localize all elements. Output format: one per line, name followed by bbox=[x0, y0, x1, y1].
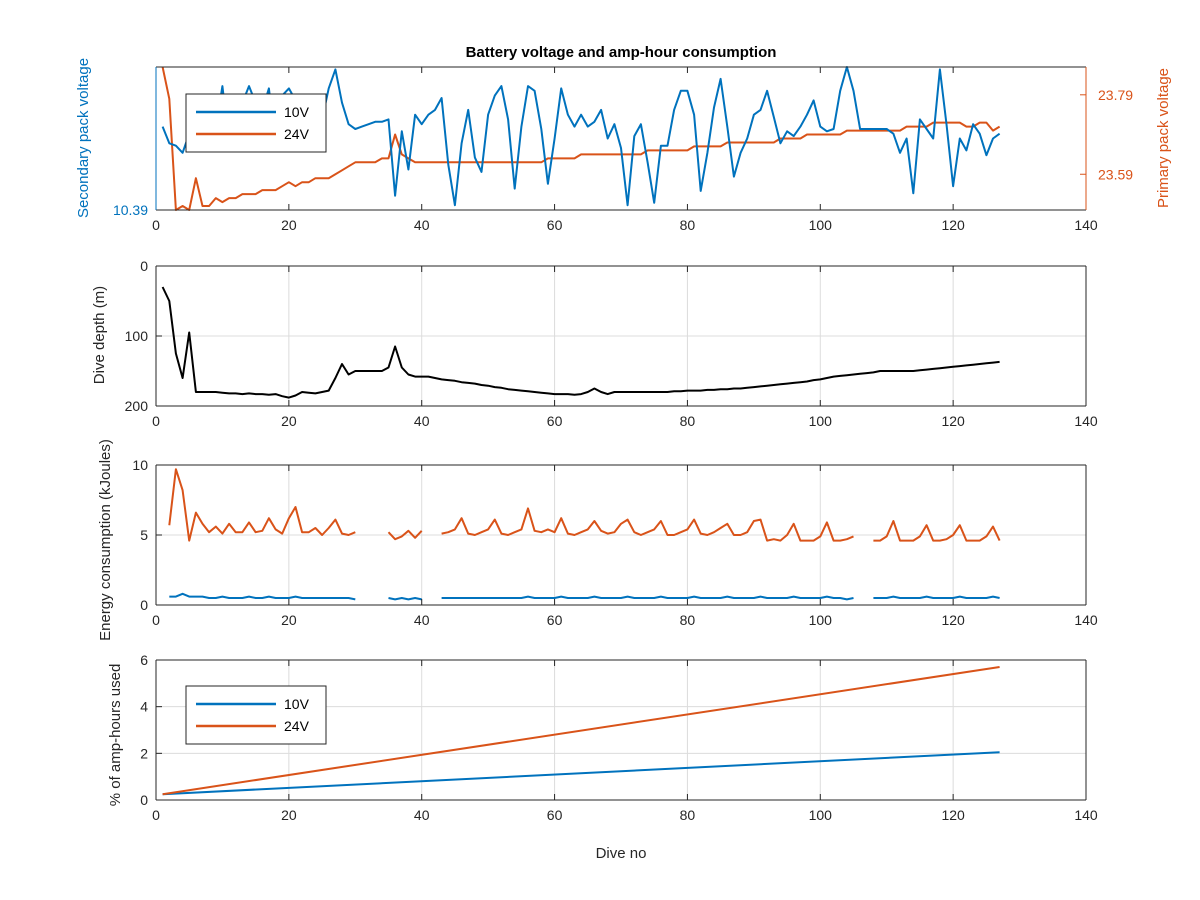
series-line-energy-24v bbox=[168, 468, 1001, 542]
legend-label: 24V bbox=[284, 718, 310, 734]
x-tick-label: 120 bbox=[941, 413, 965, 429]
legend-label: 24V bbox=[284, 126, 310, 142]
y-tick-label: 5 bbox=[140, 527, 148, 543]
legend-box bbox=[185, 685, 327, 745]
y-tick-label: 0 bbox=[140, 792, 148, 808]
x-tick-label: 40 bbox=[414, 217, 430, 233]
y-right-tick-label: 23.59 bbox=[1098, 166, 1133, 182]
x-tick-label: 80 bbox=[680, 217, 696, 233]
y-tick-label: 200 bbox=[125, 398, 149, 414]
x-tick-label: 120 bbox=[941, 612, 965, 628]
x-tick-label: 80 bbox=[680, 807, 696, 823]
y-tick-label: 0 bbox=[140, 258, 148, 274]
series-line-ah-24v bbox=[162, 666, 1000, 796]
x-tick-label: 120 bbox=[941, 217, 965, 233]
y-tick-label: 0 bbox=[140, 597, 148, 613]
y-tick-label: 100 bbox=[125, 328, 149, 344]
x-tick-label: 100 bbox=[809, 413, 833, 429]
amp-hours-used-label: % of amp-hours used bbox=[107, 664, 124, 807]
legend-label: 10V bbox=[284, 696, 310, 712]
x-tick-label: 20 bbox=[281, 612, 297, 628]
y-tick-label: 6 bbox=[140, 652, 148, 668]
x-tick-label: 40 bbox=[414, 413, 430, 429]
x-tick-label: 40 bbox=[414, 612, 430, 628]
y-tick-label: 4 bbox=[140, 699, 148, 715]
series-layer bbox=[161, 66, 1001, 796]
dive-depth-label: Dive depth (m) bbox=[91, 286, 108, 384]
series-line-depth bbox=[161, 286, 1000, 399]
x-tick-label: 60 bbox=[547, 413, 563, 429]
x-tick-label: 20 bbox=[281, 413, 297, 429]
legend-label: 10V bbox=[284, 104, 310, 120]
series-line-energy-10v bbox=[169, 592, 1000, 601]
y-tick-label: 10 bbox=[132, 457, 148, 473]
x-tick-label: 60 bbox=[547, 217, 563, 233]
x-tick-label: 0 bbox=[152, 413, 160, 429]
x-tick-label: 0 bbox=[152, 612, 160, 628]
chart-title: Battery voltage and amp-hour consumption bbox=[466, 44, 777, 61]
primary-pack-voltage-label: Primary pack voltage bbox=[1155, 68, 1172, 208]
energy-consumption-label: Energy consumption (kJoules) bbox=[97, 439, 114, 641]
x-tick-label: 0 bbox=[152, 807, 160, 823]
legend-layer: 10V 24V 10V 24V bbox=[185, 93, 327, 745]
x-tick-label: 80 bbox=[680, 413, 696, 429]
x-tick-label: 20 bbox=[281, 217, 297, 233]
series-line-ah-10v bbox=[162, 751, 1000, 796]
x-tick-label: 0 bbox=[152, 217, 160, 233]
series-line-24v bbox=[161, 66, 1001, 211]
x-tick-label: 140 bbox=[1074, 807, 1098, 823]
y-tick-label: 10.39 bbox=[113, 202, 148, 218]
x-tick-label: 60 bbox=[547, 807, 563, 823]
x-tick-label: 100 bbox=[809, 217, 833, 233]
x-tick-label: 140 bbox=[1074, 217, 1098, 233]
x-tick-label: 140 bbox=[1074, 413, 1098, 429]
x-tick-label: 80 bbox=[680, 612, 696, 628]
x-tick-label: 20 bbox=[281, 807, 297, 823]
legend-box bbox=[185, 93, 327, 153]
x-tick-label: 100 bbox=[809, 807, 833, 823]
x-tick-label: 120 bbox=[941, 807, 965, 823]
secondary-pack-voltage-label: Secondary pack voltage bbox=[75, 58, 92, 218]
x-tick-label: 100 bbox=[809, 612, 833, 628]
x-tick-label: 40 bbox=[414, 807, 430, 823]
x-tick-label: 60 bbox=[547, 612, 563, 628]
text-layer: Battery voltage and amp-hour consumption… bbox=[75, 44, 1172, 862]
dive-no-label: Dive no bbox=[596, 845, 647, 862]
x-tick-label: 140 bbox=[1074, 612, 1098, 628]
y-tick-label: 2 bbox=[140, 745, 148, 761]
y-right-tick-label: 23.79 bbox=[1098, 87, 1133, 103]
